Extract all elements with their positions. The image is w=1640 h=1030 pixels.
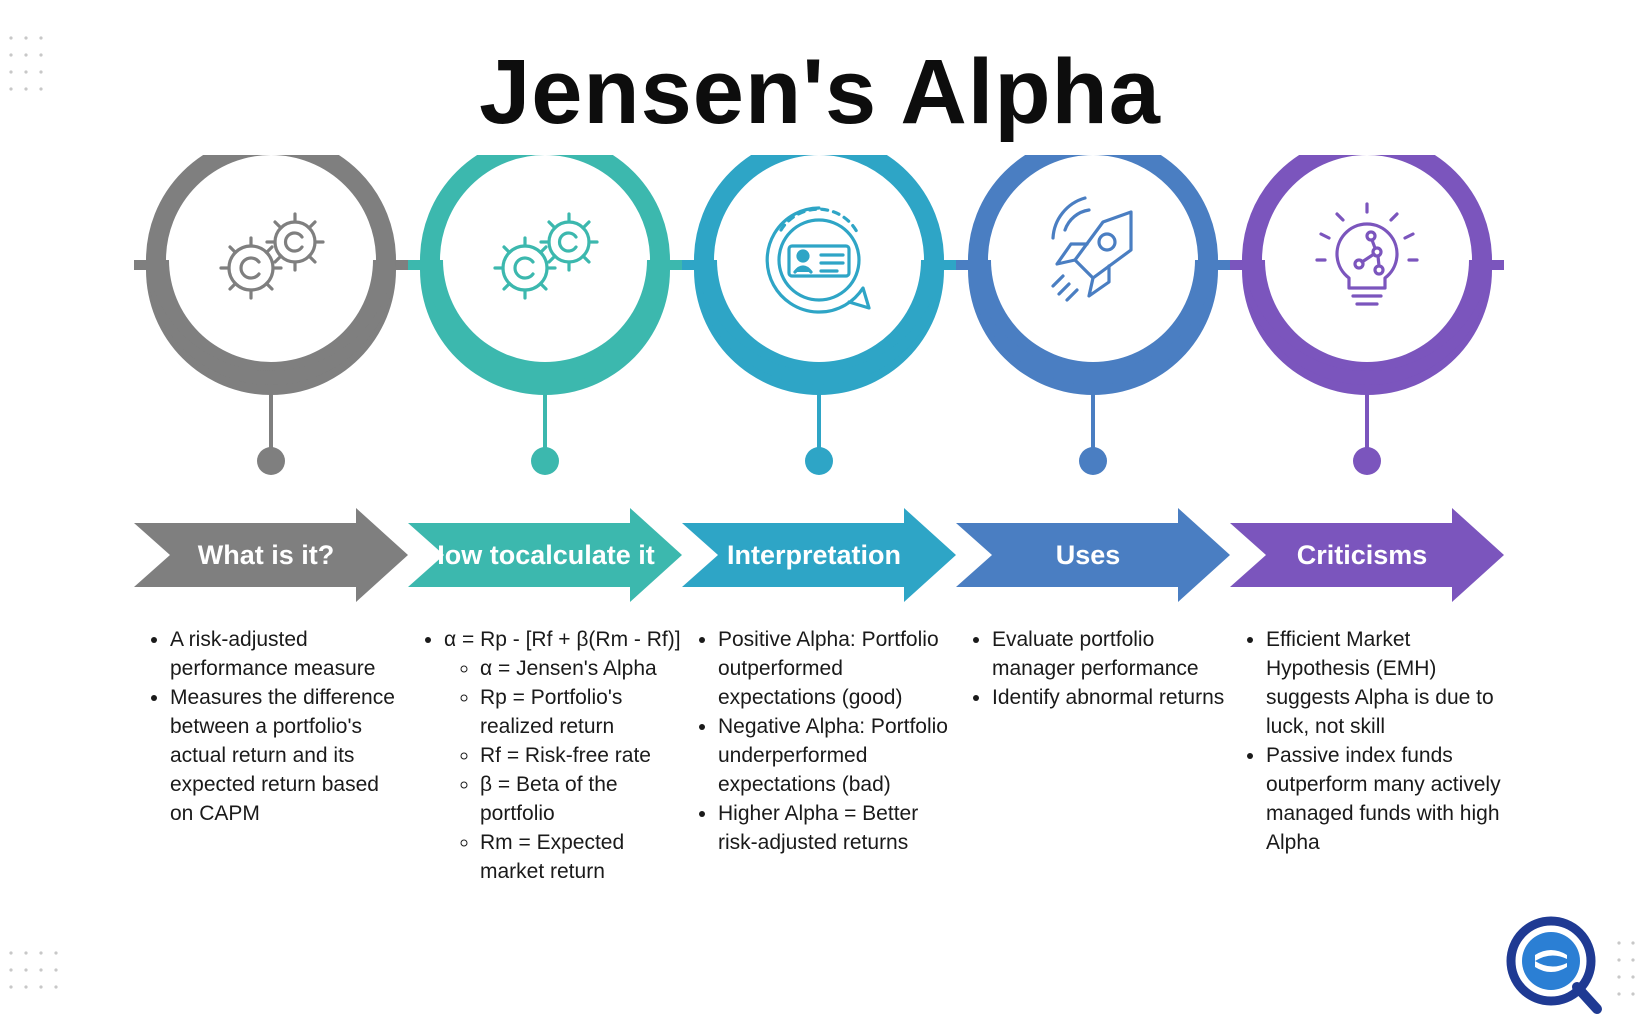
bullet-item: Measures the difference between a portfo… <box>170 683 408 828</box>
stage-ring <box>682 135 956 475</box>
bullet-item: Efficient Market Hypothesis (EMH) sugges… <box>1266 625 1504 741</box>
bullet-text: Negative Alpha: Portfolio underperformed… <box>718 715 948 796</box>
stage-label-line: What is it? <box>197 540 335 570</box>
sq-logo-icon <box>1506 916 1602 1014</box>
stage-ring <box>1230 135 1504 475</box>
sub-bullet-item: Rp = Portfolio's realized return <box>480 683 682 741</box>
stage-label: Uses <box>956 508 1230 602</box>
stage-label: Criticisms <box>1230 508 1504 602</box>
stage-ring <box>134 135 408 475</box>
stage-label: How to calculate it <box>408 508 682 602</box>
bullet-item: α = Rp - [Rf + β(Rm - Rf)] α = Jensen's A… <box>444 625 682 886</box>
bullet-text: Higher Alpha = Better risk-adjusted retu… <box>718 802 919 854</box>
sub-bullet-item: α = Jensen's Alpha <box>480 654 682 683</box>
stage-bullets: Efficient Market Hypothesis (EMH) sugges… <box>1244 625 1504 857</box>
stage-ring <box>956 135 1230 475</box>
stage-label-line: calculate it <box>515 540 655 570</box>
bullet-text: Measures the difference between a portfo… <box>170 686 395 825</box>
stage-interpretation: Interpretation Positive Alpha: Portfolio … <box>682 0 956 1030</box>
bullet-item: Positive Alpha: Portfolio outperformed e… <box>718 625 956 712</box>
stage-uses: Uses Evaluate portfolio manager performan… <box>956 0 1230 1030</box>
bullet-text: Passive index funds outperform many acti… <box>1266 744 1501 854</box>
stage-label: What is it? <box>134 508 408 602</box>
bullet-item: Negative Alpha: Portfolio underperformed… <box>718 712 956 799</box>
bullet-item: Identify abnormal returns <box>992 683 1230 712</box>
stage-label-line: How to <box>425 540 516 570</box>
stage-arrow: Uses <box>956 508 1230 602</box>
dot-grid-bottom-right <box>1617 941 1635 996</box>
bullet-text: Positive Alpha: Portfolio outperformed e… <box>718 628 939 709</box>
stage-bullets: A risk-adjusted performance measure Measu… <box>148 625 408 828</box>
stage-label-line: Uses <box>1055 540 1121 570</box>
stage-ring <box>408 135 682 475</box>
stage-bullets: Positive Alpha: Portfolio outperformed e… <box>696 625 956 857</box>
bullet-item: Passive index funds outperform many acti… <box>1266 741 1504 857</box>
bullet-item: Evaluate portfolio manager performance <box>992 625 1230 683</box>
sub-bullet-item: Rf = Risk-free rate <box>480 741 682 770</box>
bullet-item: A risk-adjusted performance measure <box>170 625 408 683</box>
page-title: Jensen's Alpha <box>479 41 1161 143</box>
sub-bullet-item: Rm = Expected market return <box>480 828 682 886</box>
sub-bullet-item: β = Beta of the portfolio <box>480 770 682 828</box>
stage-label-line: Interpretation <box>726 540 901 570</box>
stage-bullets: α = Rp - [Rf + β(Rm - Rf)] α = Jensen's A… <box>422 625 682 886</box>
stage-criticisms: Criticisms Efficient Market Hypothesis (E… <box>1230 0 1504 1030</box>
bullet-text: α = Rp - [Rf + β(Rm - Rf)] <box>444 628 681 651</box>
stage-arrow: How to calculate it <box>408 508 682 602</box>
bullet-text: Identify abnormal returns <box>992 686 1225 709</box>
stage-label-line: Criticisms <box>1296 540 1428 570</box>
stage-arrow: Interpretation <box>682 508 956 602</box>
stage-bullets: Evaluate portfolio manager performance Id… <box>970 625 1230 712</box>
stage-label: Interpretation <box>682 508 956 602</box>
stage-arrow: What is it? <box>134 508 408 602</box>
bullet-text: Efficient Market Hypothesis (EMH) sugges… <box>1266 628 1494 738</box>
stage-what-is-it: What is it? A risk-adjusted performance m… <box>134 0 408 1030</box>
dot-grid-top-left <box>9 36 43 91</box>
bullet-text: A risk-adjusted performance measure <box>170 628 376 680</box>
dot-grid-bottom-left <box>9 951 58 989</box>
bullet-item: Higher Alpha = Better risk-adjusted retu… <box>718 799 956 857</box>
bullet-text: Evaluate portfolio manager performance <box>992 628 1199 680</box>
stage-arrow: Criticisms <box>1230 508 1504 602</box>
